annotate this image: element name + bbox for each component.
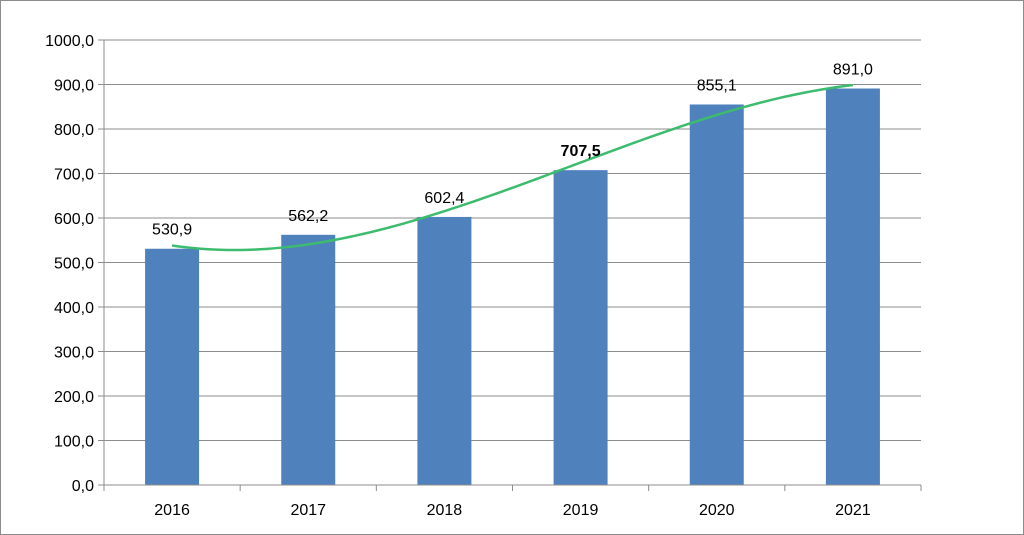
data-label: 530,9: [152, 222, 192, 239]
y-tick-label: 300,0: [54, 345, 94, 362]
bar-2021: [825, 88, 880, 485]
data-label: 891,0: [833, 62, 873, 79]
bar-2018: [417, 216, 472, 485]
data-label: 855,1: [697, 77, 737, 94]
y-tick-label: 400,0: [54, 300, 94, 317]
data-label: 602,4: [424, 190, 464, 207]
trendline-group: [171, 83, 854, 252]
trendline: [171, 83, 854, 252]
x-tick-label: 2021: [835, 502, 871, 519]
y-tick-labels: 0,0 100,0 200,0 300,0 400,0 500,0 600,0 700,0 80…: [45, 33, 94, 495]
bar-2019: [553, 170, 608, 485]
y-tick-label: 900,0: [54, 78, 94, 95]
y-tick-label: 200,0: [54, 389, 94, 406]
x-tick-label: 2018: [427, 502, 463, 519]
y-tick-label: 700,0: [54, 167, 94, 184]
bar-2016: [145, 248, 200, 485]
y-tick-label: 100,0: [54, 434, 94, 451]
data-label: 707,5: [561, 143, 601, 160]
y-tick-label: 0,0: [72, 478, 94, 495]
gridlines: [98, 39, 921, 486]
x-tick-label: 2020: [699, 502, 735, 519]
bar-2020: [689, 104, 744, 485]
data-label: 562,2: [288, 208, 328, 225]
y-tick-label: 600,0: [54, 211, 94, 228]
data-labels: 530,9 562,2 602,4 707,5 855,1 891,0: [152, 62, 873, 239]
y-tick-label: 1000,0: [45, 33, 94, 50]
x-tick-label: 2017: [290, 502, 326, 519]
y-tick-label: 800,0: [54, 122, 94, 139]
bars-group: [145, 88, 880, 485]
x-tick-label: 2019: [563, 502, 599, 519]
axes: [103, 40, 922, 491]
x-tick-label: 2016: [154, 502, 190, 519]
x-tick-labels: 2016 2017 2018 2019 2020 2021: [154, 502, 871, 519]
bar-2017: [281, 234, 336, 485]
y-tick-label: 500,0: [54, 256, 94, 273]
